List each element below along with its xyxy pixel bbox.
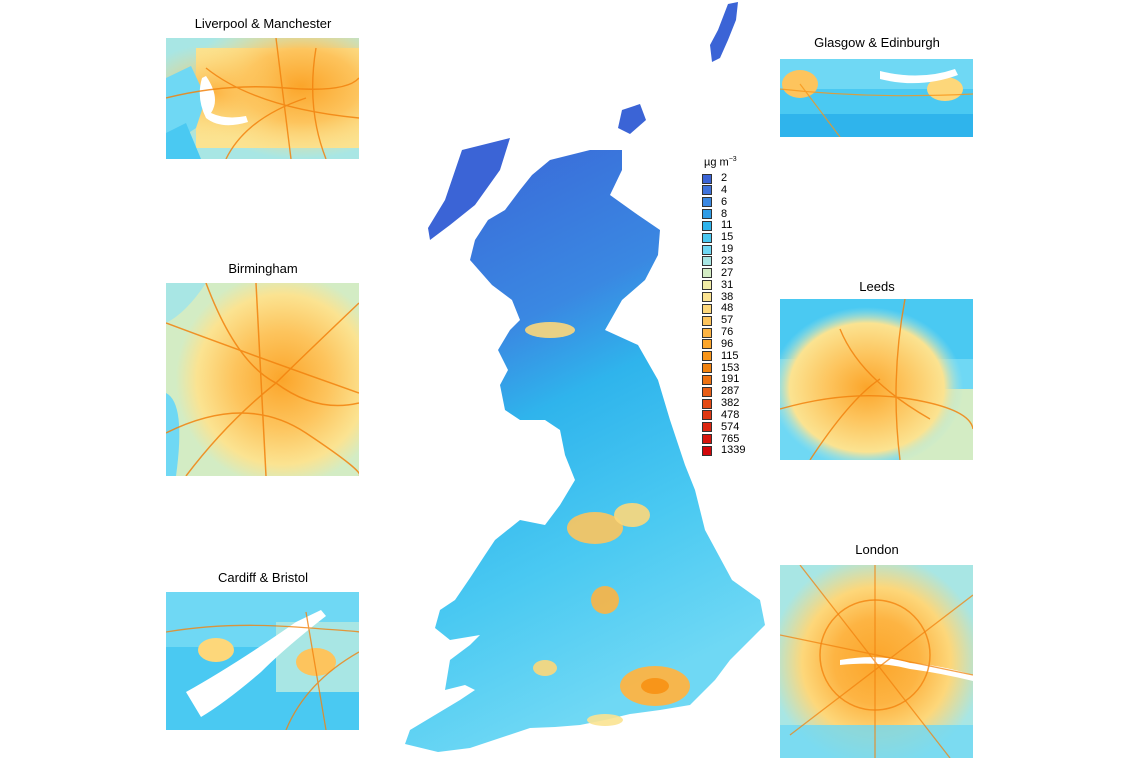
legend-entry: 2 [702, 173, 745, 185]
legend-swatch [702, 374, 712, 385]
legend-entries: 2 4 6 8 11 15 19 23 27 31 38 48 57 76 96 115 153 191 287 38… [702, 173, 745, 457]
inset-map-liverpool-manchester [166, 38, 359, 159]
inset-title-liverpool-manchester: Liverpool & Manchester [194, 16, 332, 31]
legend-swatch [702, 410, 712, 421]
legend-swatch [702, 327, 712, 338]
legend-label: 478 [721, 408, 740, 421]
legend-swatch [702, 185, 712, 196]
legend-entry: 287 [702, 386, 745, 398]
legend-swatch [702, 268, 712, 279]
legend-label: 48 [721, 302, 734, 315]
legend: µg m−3 2 4 6 8 11 15 19 23 27 31 38 48 57 76 96 115 153 1… [702, 156, 745, 457]
legend-swatch [702, 398, 712, 409]
legend-swatch [702, 434, 712, 445]
legend-label: 96 [721, 337, 734, 350]
legend-label: 4 [721, 183, 728, 196]
legend-label: 287 [721, 385, 740, 398]
legend-label: 57 [721, 314, 734, 327]
legend-entry: 76 [702, 327, 745, 339]
legend-entry: 48 [702, 303, 745, 315]
legend-entry: 19 [702, 244, 745, 256]
legend-swatch [702, 339, 712, 350]
legend-label: 115 [721, 349, 739, 362]
legend-label: 27 [721, 266, 734, 279]
legend-swatch [702, 351, 712, 362]
legend-label: 19 [721, 243, 734, 256]
legend-swatch [702, 422, 712, 433]
legend-entry: 8 [702, 208, 745, 220]
legend-unit-exponent: −3 [728, 156, 737, 163]
legend-label: 31 [721, 278, 734, 291]
main-map-great-britain [405, 2, 765, 752]
legend-swatch [702, 280, 712, 291]
inset-title-london: London [855, 542, 899, 557]
legend-label: 23 [721, 254, 734, 267]
legend-label: 574 [721, 420, 740, 433]
legend-entry: 38 [702, 291, 745, 303]
inset-title-glasgow-edinburgh: Glasgow & Edinburgh [814, 35, 940, 50]
legend-label: 76 [721, 326, 734, 339]
legend-entry: 15 [702, 232, 745, 244]
legend-swatch [702, 256, 712, 267]
legend-entry: 23 [702, 254, 745, 268]
legend-label: 765 [721, 432, 740, 445]
legend-label: 1339 [721, 444, 746, 457]
legend-label: 153 [721, 361, 740, 374]
legend-label: 2 [721, 172, 728, 185]
inset-map-birmingham [166, 283, 359, 476]
legend-entry: 191 [702, 374, 745, 386]
legend-swatch [702, 209, 712, 220]
legend-entry: 57 [702, 315, 745, 327]
legend-entry: 574 [702, 421, 745, 433]
legend-entry: 153 [702, 362, 745, 374]
legend-swatch [702, 197, 712, 208]
legend-entry: 1339 [702, 445, 745, 457]
inset-map-leeds [780, 299, 973, 460]
legend-swatch [702, 303, 712, 314]
legend-swatch [702, 220, 712, 231]
legend-label: 38 [721, 290, 734, 303]
legend-label: 382 [721, 397, 740, 410]
inset-map-glasgow-edinburgh [780, 59, 973, 137]
legend-swatch [702, 445, 712, 456]
legend-label: 11 [721, 219, 733, 232]
legend-entry: 478 [702, 408, 745, 422]
legend-entry: 382 [702, 398, 745, 410]
legend-label: 6 [721, 195, 728, 208]
legend-entry: 31 [702, 279, 745, 291]
inset-title-cardiff-bristol: Cardiff & Bristol [217, 570, 309, 585]
inset-title-birmingham: Birmingham [228, 261, 298, 276]
legend-swatch [702, 386, 712, 397]
legend-entry: 115 [702, 350, 745, 362]
legend-entry: 11 [702, 220, 745, 232]
legend-entry: 4 [702, 183, 745, 197]
legend-label: 8 [721, 207, 728, 220]
inset-title-leeds: Leeds [859, 279, 895, 294]
legend-label: 191 [721, 373, 740, 386]
legend-swatch [702, 173, 712, 184]
legend-entry: 765 [702, 433, 745, 445]
legend-entry: 27 [702, 267, 745, 279]
inset-map-cardiff-bristol [166, 592, 359, 730]
legend-label: 15 [721, 231, 734, 244]
legend-unit-prefix: µg m [704, 156, 729, 169]
inset-map-london [780, 565, 973, 758]
legend-entry: 6 [702, 196, 745, 208]
legend-unit: µg m−3 [704, 156, 745, 169]
legend-swatch [702, 315, 712, 326]
legend-swatch [702, 292, 712, 303]
legend-swatch [702, 363, 712, 374]
legend-swatch [702, 244, 712, 255]
legend-swatch [702, 232, 712, 243]
legend-entry: 96 [702, 338, 745, 350]
